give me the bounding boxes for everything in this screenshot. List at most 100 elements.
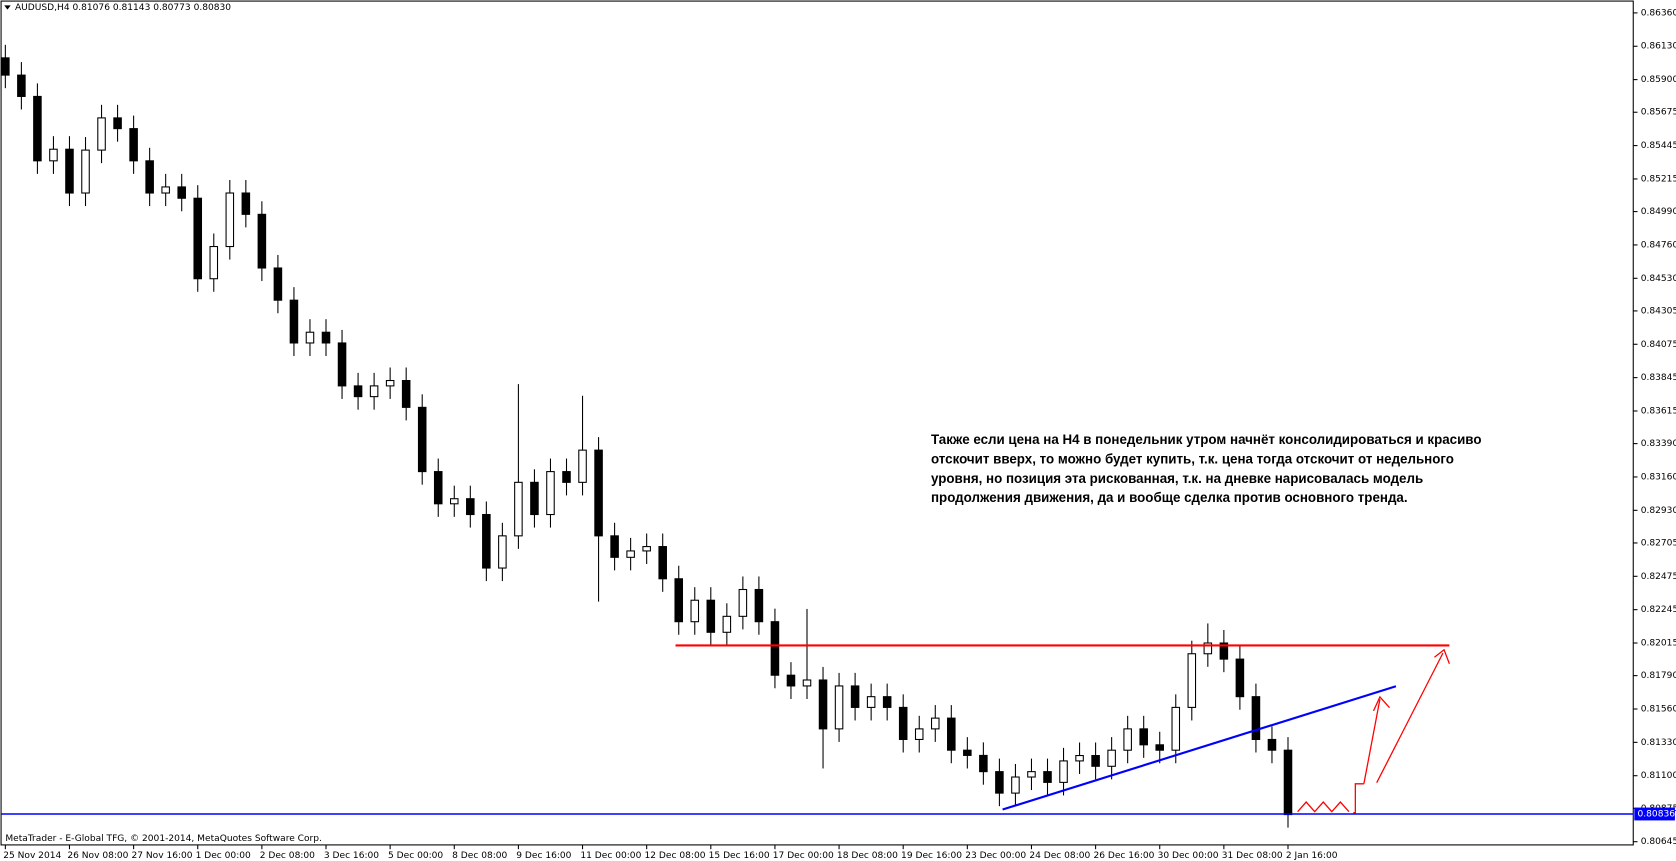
candle-body [578,449,587,483]
y-tick-label: 0.84305 [1641,306,1676,316]
y-tick-label: 0.84075 [1641,340,1676,350]
candle-body [802,679,812,687]
candle-body [498,535,507,569]
annotation-line: отскочит вверх, то можно будет купить, т… [931,452,1454,467]
y-tick-label: 0.81790 [1641,671,1676,681]
y-tick-label: 0.82705 [1641,538,1676,548]
candle-body [514,481,523,537]
candle-body [898,706,908,740]
y-tick-label: 0.86130 [1641,42,1676,52]
candle-body [850,685,860,708]
candle-body [1139,728,1148,746]
candle-body [1107,749,1116,767]
candle-body [882,696,892,708]
x-tick-label: 31 Dec 08:00 [1222,851,1283,861]
candle-body [482,513,491,569]
candle-body [113,117,122,130]
candle-body [1267,738,1277,751]
y-tick-label: 0.85445 [1641,141,1676,151]
candle-body [433,471,443,505]
candle-body [1075,755,1084,762]
x-tick-label: 18 Dec 08:00 [837,851,898,861]
candle-body [353,385,363,398]
candle-body [1203,642,1213,655]
candle-body [1043,771,1052,783]
candle-body [81,149,90,194]
candle-body [722,615,732,633]
bounce-path [1353,783,1364,814]
candle-body [1027,771,1036,778]
candle-body [866,696,876,708]
x-tick-label: 8 Dec 08:00 [452,851,507,861]
candle-body [449,498,459,505]
y-tick-label: 0.82475 [1641,572,1676,582]
x-tick-label: 26 Nov 08:00 [67,851,128,861]
candle-body [1011,776,1020,794]
x-tick-label: 9 Dec 16:00 [516,851,571,861]
candle-body [177,186,186,199]
y-tick-label: 0.82930 [1641,506,1676,516]
x-tick-label: 1 Dec 00:00 [196,851,251,861]
candle-body [979,754,988,773]
candle-body [914,728,924,740]
x-tick-label: 2 Jan 16:00 [1286,851,1338,861]
consolidation-zigzag [1297,801,1350,813]
candle-body [257,213,267,269]
candle-body [963,749,972,756]
x-tick-label: 23 Dec 00:00 [965,851,1026,861]
x-tick-label: 12 Dec 08:00 [645,851,706,861]
arrow-head-1 [1372,695,1391,712]
candle-body [995,771,1004,794]
candle-body [225,192,235,248]
x-tick-label: 5 Dec 00:00 [388,851,443,861]
candle-body [33,95,42,162]
y-tick-label: 0.83615 [1641,406,1676,416]
candle-body [1187,653,1197,708]
candle-body [193,197,203,280]
candle-body [321,331,331,344]
y-tick-label: 0.81330 [1641,738,1676,748]
candle-body [1123,728,1132,751]
y-tick-label: 0.85900 [1641,75,1676,85]
arrow-up-1 [1363,698,1381,784]
chart-header: AUDUSD,H4 0.81076 0.81143 0.80773 0.8083… [15,3,231,13]
x-tick-label: 27 Nov 16:00 [131,851,192,861]
candle-body [1235,658,1245,698]
y-tick-label: 0.80645 [1641,837,1676,847]
x-tick-label: 11 Dec 00:00 [580,851,641,861]
candle-body [690,599,700,623]
candle-body [1155,744,1165,751]
candle-body [562,471,571,483]
y-tick-label: 0.86360 [1641,8,1676,18]
candle-body [930,717,940,730]
candle-body [674,578,684,623]
x-tick-label: 26 Dec 16:00 [1093,851,1154,861]
arrow-up-2 [1376,652,1444,784]
candle-body [385,379,395,387]
annotation-line: продолжения движения, да и вообще сделка… [931,490,1408,505]
candle-body [786,674,796,687]
candle-body [129,128,138,162]
annotation-line: уровня, но позиция эта рискованная, т.к.… [931,471,1423,486]
x-tick-label: 25 Nov 2014 [3,851,61,861]
candle-body [818,679,828,730]
candle-body [273,267,283,301]
y-tick-label: 0.85675 [1641,108,1676,118]
candle-body [65,148,74,194]
candle-body [97,117,106,151]
x-tick-label: 19 Dec 16:00 [901,851,962,861]
candle-body [530,481,539,516]
y-tick-label: 0.82015 [1641,639,1676,649]
candle-body [1,57,10,76]
candle-body [401,379,411,408]
candle-body [610,535,619,558]
y-tick-label: 0.81560 [1641,704,1676,714]
candle-body [305,331,315,344]
x-tick-label: 2 Dec 08:00 [260,851,315,861]
x-tick-label: 24 Dec 08:00 [1029,851,1090,861]
candle-body [1171,706,1181,751]
annotation-line: Также если цена на H4 в понедельник утро… [931,432,1482,447]
candle-body [289,299,299,344]
candle-body [209,245,219,280]
